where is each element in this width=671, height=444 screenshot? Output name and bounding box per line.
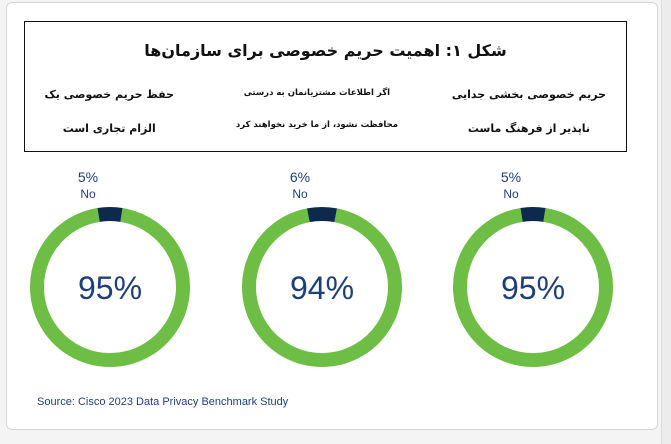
header-column-line: حریم خصوصی بخشی جدایی	[451, 88, 606, 101]
header-column-culture: حریم خصوصی بخشی جدایی ناپذیر از فرهنگ ما…	[452, 88, 606, 135]
slice-name-label: No	[80, 187, 96, 201]
slice-name-label: No	[503, 187, 519, 201]
slice-name-label: No	[292, 187, 308, 201]
header-column-line: اگر اطلاعات مشتریانمان به درستی	[243, 88, 391, 98]
header-column-line: ناپذیر از فرهنگ ماست	[467, 122, 590, 135]
header-column-line: الزام تجاری است	[62, 122, 156, 135]
donut-center-label: 94%	[290, 270, 354, 306]
source-note: Source: Cisco 2023 Data Privacy Benchmar…	[37, 396, 289, 408]
donut-chart: 94% 6% No	[242, 169, 402, 367]
donut-center-label: 95%	[501, 270, 565, 306]
header-column-business: حفظ حریم خصوصی یک الزام تجاری است	[45, 88, 174, 135]
donut-chart: 95% 5% No	[453, 169, 613, 367]
donut-center-label: 95%	[78, 270, 142, 306]
donut-slice-no	[307, 207, 337, 223]
header-column-line: حفظ حریم خصوصی یک	[44, 88, 174, 101]
scrollbar[interactable]	[661, 0, 671, 444]
donut-slice-no	[520, 207, 546, 222]
donut-slice-yes	[453, 207, 613, 367]
donut-slice-yes	[242, 208, 402, 367]
slice-percent-label: 5%	[501, 169, 521, 185]
donut-slice-yes	[30, 207, 190, 367]
donut-chart: 95% 5% No	[30, 169, 190, 367]
figure-title: شکل ۱: اهمیت حریم خصوصی برای سازمان‌ها	[144, 41, 507, 60]
donut-slice-no	[97, 207, 123, 222]
slice-percent-label: 5%	[78, 169, 98, 185]
figure-header: شکل ۱: اهمیت حریم خصوصی برای سازمان‌ها ح…	[24, 21, 627, 152]
header-column-customers: اگر اطلاعات مشتریانمان به درستی محافظت ن…	[236, 88, 398, 130]
slice-percent-label: 6%	[290, 169, 310, 185]
header-column-line: محافظت نشود، از ما خرید نخواهند کرد	[235, 120, 398, 130]
